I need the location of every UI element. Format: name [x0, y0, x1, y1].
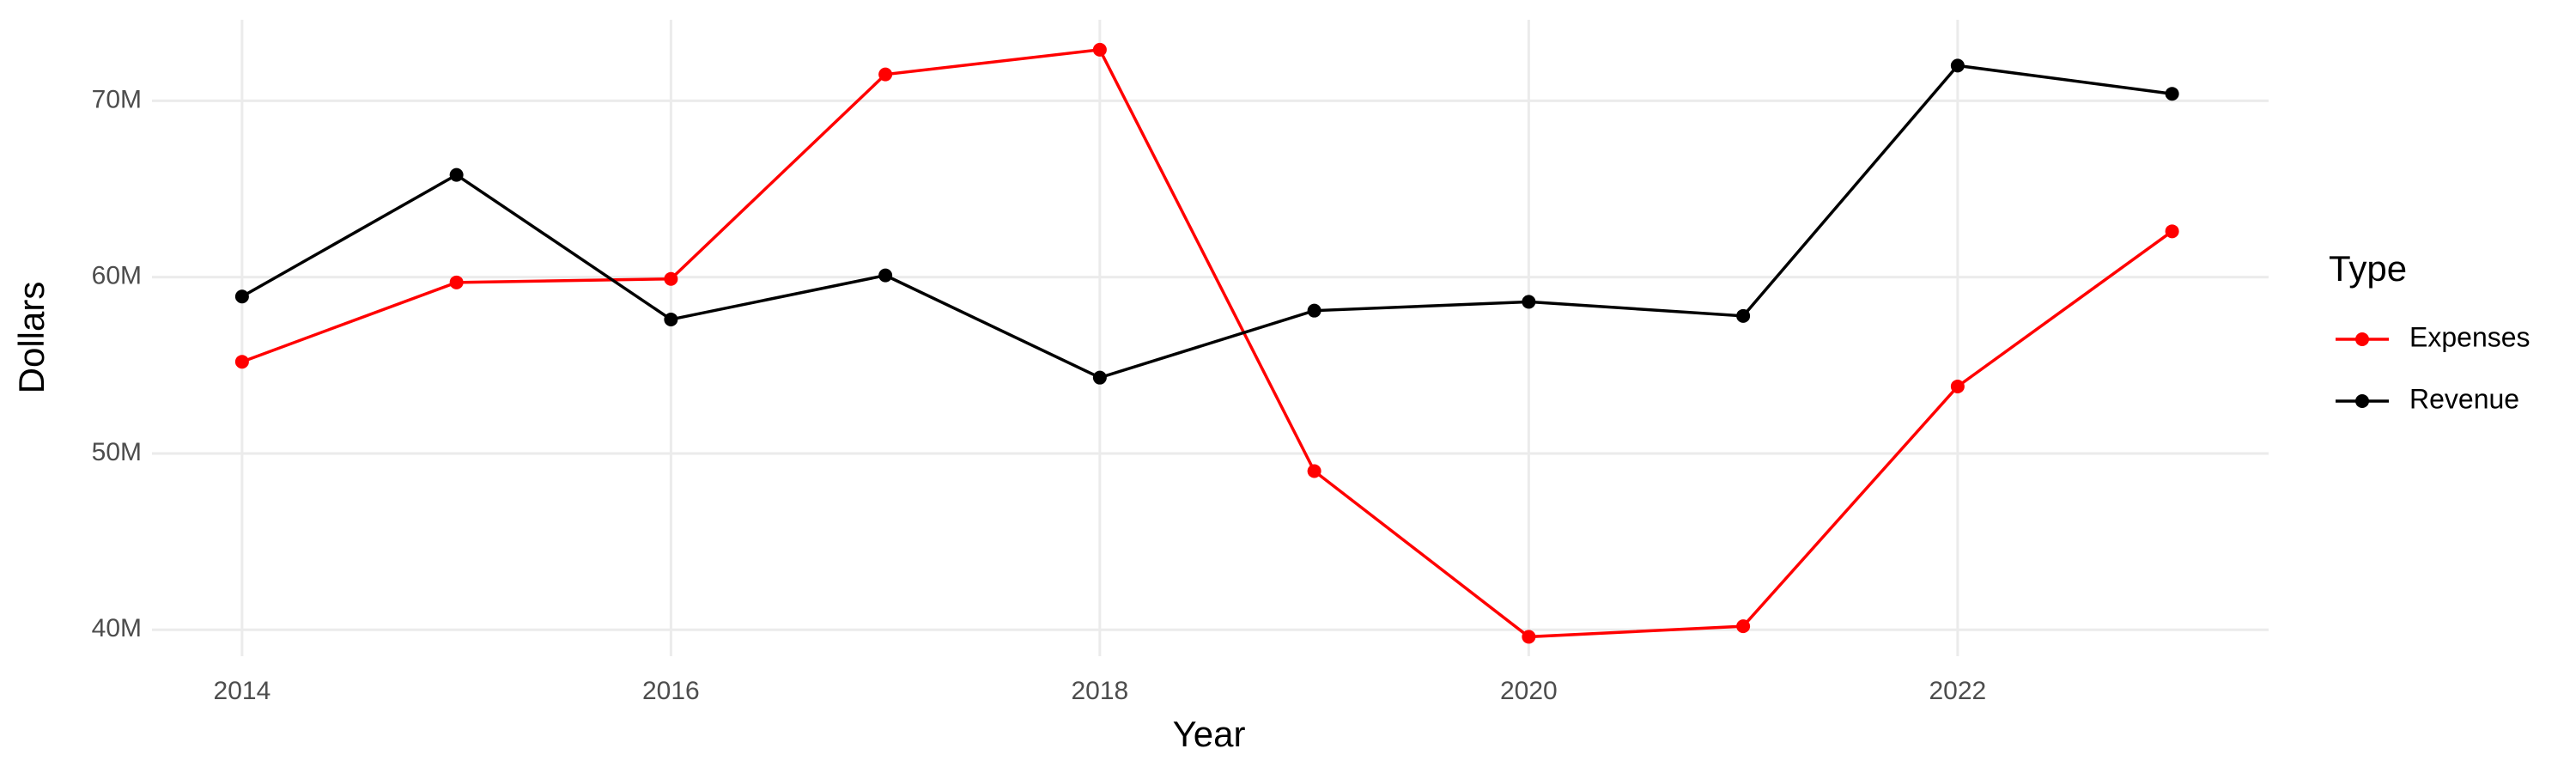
data-point	[449, 167, 464, 182]
data-point	[234, 355, 249, 369]
x-axis-title: Year	[1173, 714, 1246, 754]
data-point	[1307, 303, 1321, 318]
data-point	[664, 312, 678, 326]
data-point	[1092, 370, 1107, 385]
data-point	[234, 289, 249, 304]
x-tick-label: 2020	[1500, 677, 1558, 705]
x-tick-label: 2016	[642, 677, 700, 705]
data-point	[1736, 308, 1751, 323]
x-tick-label: 2014	[214, 677, 271, 705]
y-tick-label: 70M	[92, 85, 142, 113]
data-point	[2165, 87, 2179, 101]
data-point	[449, 275, 464, 289]
data-point	[1950, 58, 1965, 73]
legend-label: Expenses	[2409, 321, 2530, 352]
series-line	[241, 64, 2172, 380]
legend-label: Revenue	[2409, 383, 2519, 414]
y-tick-label: 40M	[92, 614, 142, 642]
data-point	[878, 268, 893, 283]
data-point	[1522, 295, 1536, 309]
data-point	[1950, 379, 1965, 393]
y-axis-title: Dollars	[11, 282, 52, 394]
data-point	[1522, 630, 1536, 644]
legend-marker	[2355, 332, 2369, 346]
legend-marker	[2355, 394, 2369, 408]
legend-title: Type	[2329, 248, 2407, 289]
data-point	[878, 67, 893, 82]
y-tick-label: 60M	[92, 262, 142, 290]
y-tick-label: 50M	[92, 438, 142, 466]
data-point	[664, 271, 678, 286]
data-point	[1092, 42, 1107, 57]
x-tick-label: 2018	[1072, 677, 1129, 705]
data-point	[2165, 224, 2179, 239]
series-line	[241, 48, 2173, 639]
data-point	[1736, 619, 1751, 634]
x-tick-label: 2022	[1929, 677, 1986, 705]
data-point	[1307, 464, 1321, 478]
